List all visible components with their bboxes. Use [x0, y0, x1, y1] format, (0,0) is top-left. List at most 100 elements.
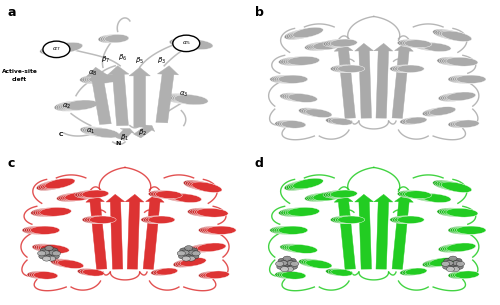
Ellipse shape — [274, 226, 304, 234]
Ellipse shape — [190, 181, 220, 192]
Ellipse shape — [204, 226, 234, 234]
Circle shape — [289, 264, 298, 269]
Ellipse shape — [333, 216, 360, 224]
Ellipse shape — [286, 245, 316, 253]
Ellipse shape — [82, 190, 108, 198]
Ellipse shape — [82, 127, 114, 137]
Ellipse shape — [172, 194, 202, 203]
Ellipse shape — [27, 271, 52, 279]
Circle shape — [449, 262, 457, 267]
Ellipse shape — [303, 109, 330, 117]
Circle shape — [50, 248, 58, 253]
Ellipse shape — [33, 208, 64, 217]
Ellipse shape — [330, 190, 357, 198]
Ellipse shape — [277, 120, 301, 128]
Circle shape — [276, 261, 284, 266]
Ellipse shape — [298, 259, 325, 267]
Ellipse shape — [278, 208, 310, 217]
Ellipse shape — [420, 43, 449, 51]
Ellipse shape — [40, 207, 72, 216]
Ellipse shape — [206, 226, 236, 234]
Ellipse shape — [427, 258, 454, 267]
Ellipse shape — [60, 100, 94, 111]
Ellipse shape — [432, 29, 464, 40]
Text: $\beta_5$: $\beta_5$ — [135, 56, 144, 66]
Ellipse shape — [277, 271, 301, 279]
Ellipse shape — [283, 208, 315, 217]
Ellipse shape — [456, 226, 486, 234]
Ellipse shape — [192, 208, 224, 217]
Ellipse shape — [164, 94, 198, 104]
Ellipse shape — [301, 108, 328, 117]
Text: a: a — [8, 6, 16, 19]
Text: $\alpha_5$: $\alpha_5$ — [182, 39, 190, 47]
Ellipse shape — [452, 120, 477, 127]
Ellipse shape — [328, 118, 350, 125]
Ellipse shape — [326, 268, 347, 276]
Ellipse shape — [102, 34, 127, 43]
Ellipse shape — [286, 94, 316, 102]
Ellipse shape — [446, 92, 476, 101]
Ellipse shape — [276, 226, 306, 234]
Text: $\beta_6$: $\beta_6$ — [118, 53, 127, 63]
Ellipse shape — [278, 57, 310, 66]
Circle shape — [449, 256, 457, 261]
Ellipse shape — [398, 190, 424, 198]
Ellipse shape — [172, 95, 206, 105]
Ellipse shape — [392, 216, 419, 224]
FancyArrow shape — [334, 43, 355, 118]
Ellipse shape — [177, 39, 211, 49]
Ellipse shape — [323, 39, 350, 47]
Ellipse shape — [275, 120, 299, 128]
Ellipse shape — [168, 94, 202, 104]
Ellipse shape — [56, 101, 90, 111]
Ellipse shape — [416, 193, 445, 202]
Ellipse shape — [28, 226, 58, 234]
Ellipse shape — [148, 190, 175, 198]
Ellipse shape — [439, 30, 470, 41]
Ellipse shape — [278, 226, 308, 234]
Ellipse shape — [338, 65, 365, 73]
Ellipse shape — [435, 181, 466, 191]
Ellipse shape — [286, 29, 317, 39]
Ellipse shape — [288, 245, 318, 253]
Ellipse shape — [441, 182, 472, 192]
Circle shape — [442, 264, 451, 269]
Ellipse shape — [36, 180, 66, 191]
Ellipse shape — [400, 117, 422, 125]
FancyArrow shape — [354, 43, 374, 118]
Ellipse shape — [402, 40, 429, 48]
Ellipse shape — [405, 268, 427, 275]
Ellipse shape — [44, 178, 75, 189]
Ellipse shape — [404, 40, 431, 48]
Ellipse shape — [38, 245, 67, 253]
Ellipse shape — [282, 93, 312, 102]
Ellipse shape — [438, 93, 468, 102]
Ellipse shape — [150, 191, 178, 199]
Ellipse shape — [288, 94, 318, 102]
Ellipse shape — [444, 57, 476, 66]
Ellipse shape — [146, 216, 172, 224]
Ellipse shape — [292, 178, 324, 189]
Ellipse shape — [156, 191, 182, 199]
FancyArrow shape — [392, 43, 413, 118]
Ellipse shape — [432, 180, 464, 191]
Ellipse shape — [29, 271, 54, 279]
Ellipse shape — [174, 95, 208, 105]
Ellipse shape — [84, 216, 112, 224]
Ellipse shape — [188, 208, 220, 217]
Ellipse shape — [279, 120, 304, 128]
Ellipse shape — [198, 271, 223, 279]
Ellipse shape — [58, 193, 87, 202]
Circle shape — [177, 251, 186, 256]
FancyArrow shape — [334, 194, 355, 269]
Ellipse shape — [422, 259, 449, 267]
Ellipse shape — [87, 216, 114, 224]
Ellipse shape — [308, 192, 338, 201]
Ellipse shape — [390, 216, 417, 224]
Ellipse shape — [422, 43, 451, 52]
Ellipse shape — [281, 57, 313, 66]
Ellipse shape — [282, 121, 306, 128]
Ellipse shape — [191, 244, 220, 252]
Ellipse shape — [437, 57, 469, 66]
